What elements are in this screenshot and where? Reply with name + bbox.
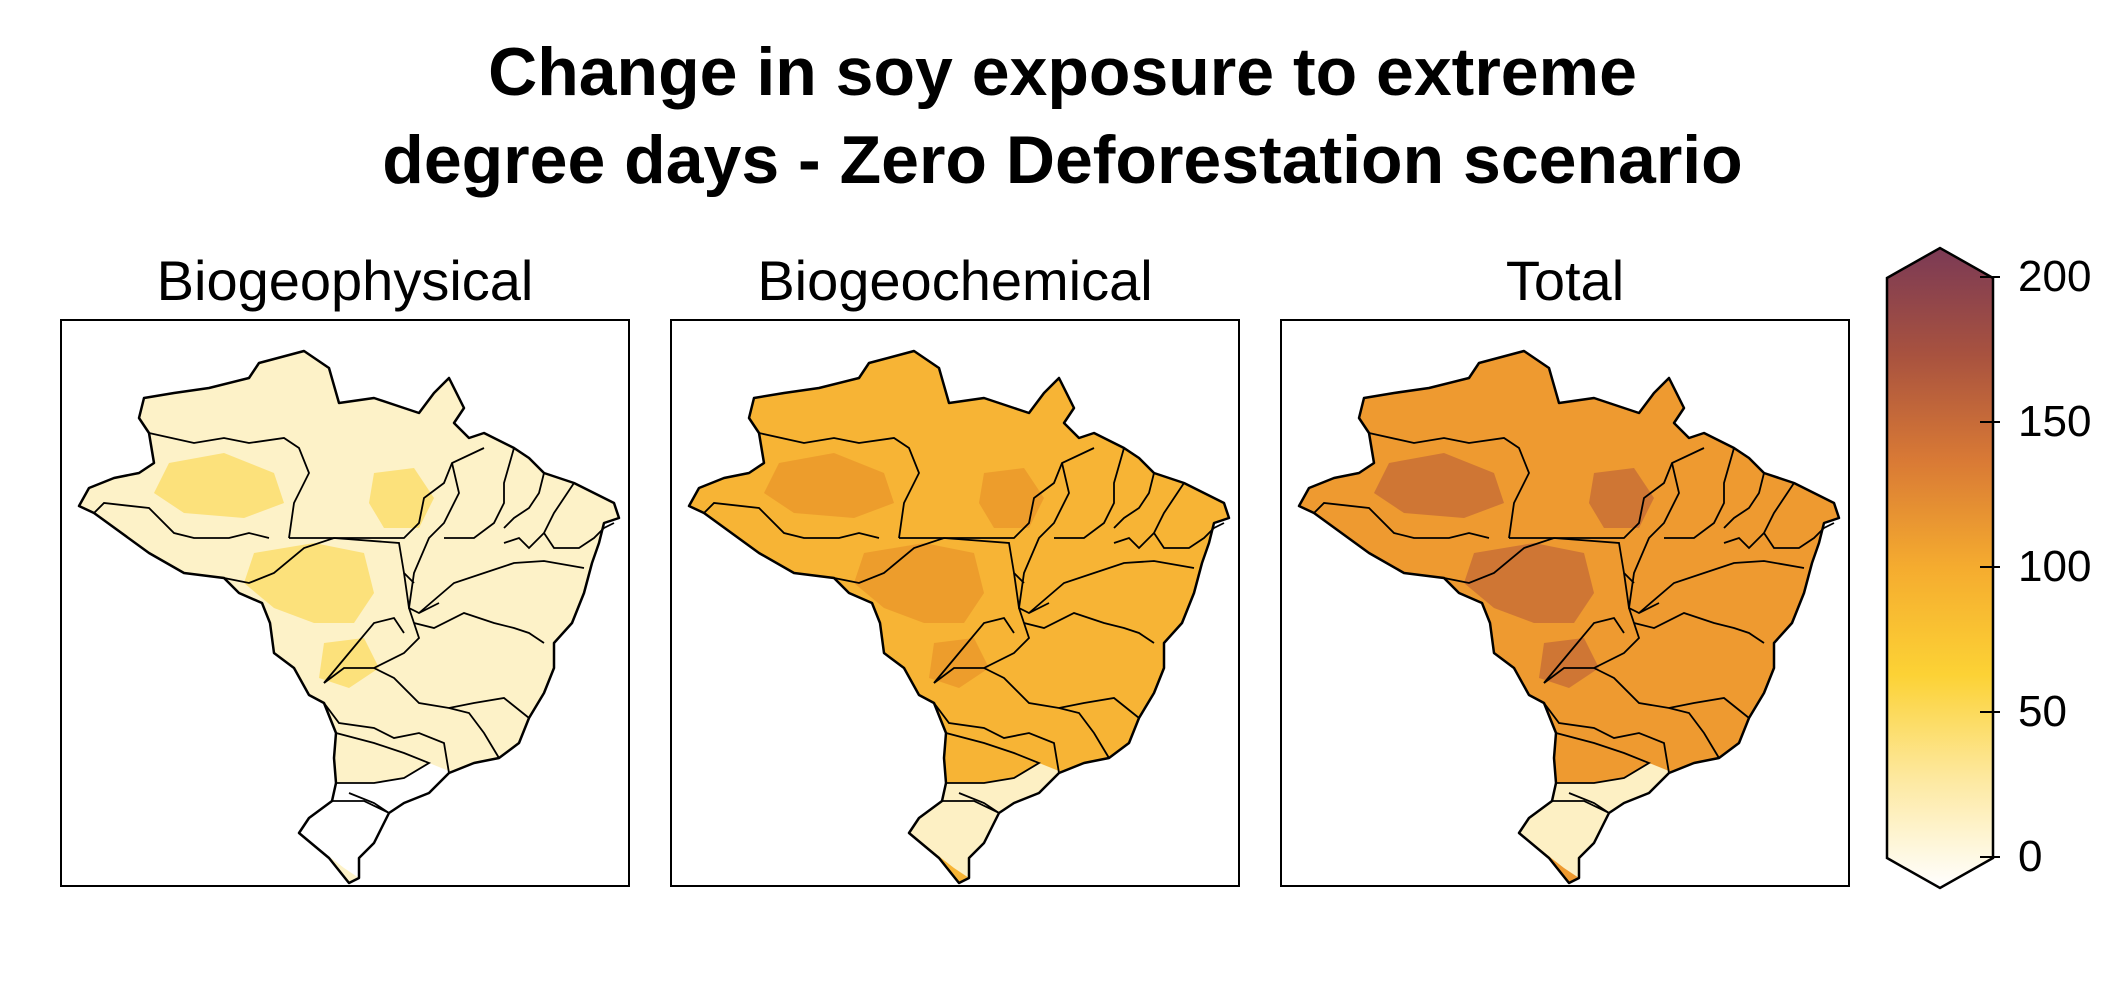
state-border-total-16 bbox=[1555, 732, 1652, 784]
map-hot-region-total-2 bbox=[1589, 468, 1654, 528]
state-border-biogeochemical-3 bbox=[899, 447, 1095, 539]
colorbar-tick-100 bbox=[1980, 566, 2000, 568]
brazil-map-biogeophysical bbox=[77, 349, 621, 885]
state-border-biogeophysical-15 bbox=[323, 702, 450, 774]
state-border-total-14 bbox=[1668, 707, 1720, 759]
state-border-biogeophysical-9 bbox=[418, 560, 585, 614]
state-border-biogeophysical-6 bbox=[503, 472, 545, 529]
state-border-biogeochemical-10 bbox=[933, 572, 1031, 684]
state-border-biogeochemical-2 bbox=[833, 537, 1025, 584]
state-border-biogeophysical-12 bbox=[413, 612, 545, 644]
map-south-biogeophysical bbox=[299, 763, 454, 878]
state-border-biogeochemical-5 bbox=[1054, 447, 1125, 539]
state-border-biogeophysical-1 bbox=[148, 432, 310, 539]
colorbar-label-200: 200 bbox=[2018, 252, 2092, 301]
country-border-biogeochemical bbox=[687, 349, 1231, 885]
colorbar-tick-50 bbox=[1980, 711, 2000, 713]
brazil-map-biogeochemical-group bbox=[687, 349, 1231, 885]
state-border-biogeochemical-6 bbox=[1113, 472, 1155, 529]
state-border-total-6 bbox=[1723, 472, 1765, 529]
state-border-total-10 bbox=[1543, 572, 1641, 684]
state-border-total-4 bbox=[1628, 462, 1680, 615]
country-border-biogeophysical bbox=[77, 349, 621, 885]
state-border-biogeophysical-16 bbox=[335, 732, 432, 784]
state-border-biogeochemical-9 bbox=[1028, 560, 1195, 614]
state-border-biogeophysical-3 bbox=[289, 447, 485, 539]
map-hot-region-biogeochemical-0 bbox=[854, 543, 984, 623]
brazil-map-biogeochemical bbox=[687, 349, 1231, 885]
map-panel-biogeochemical bbox=[670, 319, 1240, 887]
brazil-map-total-group bbox=[1297, 349, 1841, 885]
state-border-biogeochemical-14 bbox=[1058, 707, 1110, 759]
state-border-total-11 bbox=[1543, 616, 1625, 684]
state-border-biogeochemical-11 bbox=[933, 616, 1015, 684]
state-border-total-0 bbox=[1313, 502, 1490, 539]
state-border-biogeochemical-0 bbox=[703, 502, 880, 539]
brazil-map-total bbox=[1297, 349, 1841, 885]
colorbar-label-50: 50 bbox=[2018, 687, 2067, 736]
state-border-biogeophysical-4 bbox=[408, 462, 460, 615]
state-border-total-15 bbox=[1543, 702, 1670, 774]
state-border-biogeochemical-12 bbox=[1023, 612, 1155, 644]
figure-title-line1: Change in soy exposure to extreme bbox=[488, 34, 1637, 110]
panel-title-total: Total bbox=[1505, 249, 1625, 312]
map-hot-region-total-1 bbox=[1374, 453, 1504, 518]
state-border-biogeophysical-11 bbox=[323, 616, 405, 684]
state-border-biogeophysical-10 bbox=[323, 572, 421, 684]
map-south-biogeochemical bbox=[909, 763, 1064, 878]
map-hot-region-biogeophysical-2 bbox=[369, 468, 434, 528]
state-border-total-5 bbox=[1664, 447, 1735, 539]
state-border-biogeophysical-5 bbox=[444, 447, 515, 539]
colorbar-tick-200 bbox=[1980, 276, 2000, 278]
colorbar-ramp bbox=[1885, 246, 1995, 890]
state-border-total-3 bbox=[1509, 447, 1705, 539]
colorbar-tick-0 bbox=[1980, 856, 2000, 858]
map-panel-total bbox=[1280, 319, 1850, 887]
colorbar-label-0: 0 bbox=[2018, 832, 2043, 881]
state-border-total-12 bbox=[1633, 612, 1765, 644]
map-hot-region-biogeophysical-1 bbox=[154, 453, 284, 518]
map-hot-region-biogeochemical-1 bbox=[764, 453, 894, 518]
panel-title-biogeophysical: Biogeophysical bbox=[156, 249, 534, 312]
map-south-total bbox=[1519, 763, 1674, 878]
state-border-total-2 bbox=[1443, 537, 1635, 584]
state-border-biogeochemical-4 bbox=[1018, 462, 1070, 615]
map-hot-region-total-0 bbox=[1464, 543, 1594, 623]
state-border-biogeophysical-8 bbox=[543, 522, 615, 549]
colorbar-label-150: 150 bbox=[2018, 397, 2092, 446]
panel-title-biogeochemical: Biogeochemical bbox=[757, 249, 1153, 312]
state-border-biogeochemical-16 bbox=[945, 732, 1042, 784]
state-border-biogeophysical-2 bbox=[223, 537, 415, 584]
state-border-biogeochemical-1 bbox=[758, 432, 920, 539]
state-border-total-1 bbox=[1368, 432, 1530, 539]
state-border-biogeochemical-8 bbox=[1153, 522, 1225, 549]
colorbar-label-100: 100 bbox=[2018, 542, 2092, 591]
map-hot-region-biogeochemical-2 bbox=[979, 468, 1044, 528]
map-hot-region-biogeophysical-0 bbox=[244, 543, 374, 623]
state-border-biogeophysical-14 bbox=[448, 707, 500, 759]
colorbar-tick-150 bbox=[1980, 421, 2000, 423]
state-border-biogeophysical-0 bbox=[93, 502, 270, 539]
map-panel-biogeophysical bbox=[60, 319, 630, 887]
country-border-total bbox=[1297, 349, 1841, 885]
colorbar bbox=[1885, 246, 1995, 890]
state-border-biogeochemical-15 bbox=[933, 702, 1060, 774]
state-border-total-8 bbox=[1763, 522, 1835, 549]
figure-title-line2: degree days - Zero Deforestation scenari… bbox=[382, 122, 1743, 198]
brazil-map-biogeophysical-group bbox=[77, 349, 621, 885]
state-border-total-9 bbox=[1638, 560, 1805, 614]
